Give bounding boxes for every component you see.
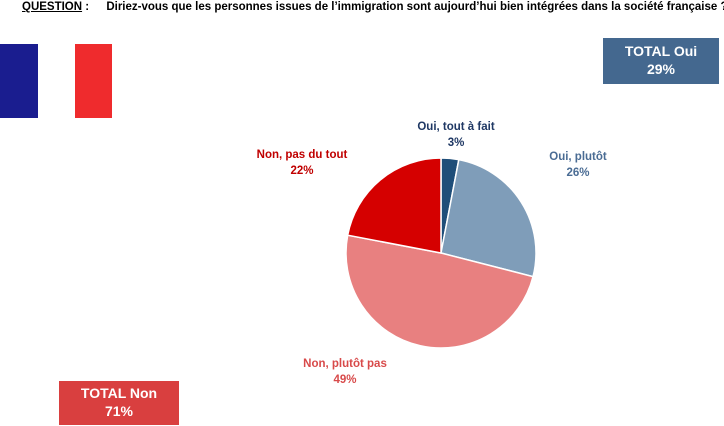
total-non-label: TOTAL Non: [80, 385, 158, 401]
pie-slice-non-pas-du-tout: [346, 157, 442, 254]
question-label: QUESTION: [22, 1, 83, 13]
total-non-box: TOTAL Non 71%: [59, 381, 179, 425]
total-oui-box: TOTAL Oui 29%: [603, 38, 719, 84]
question-separator: :: [85, 1, 90, 13]
slice-label-oui-plutot: Oui, plutôt: [549, 151, 607, 163]
slice-value-oui-plutot: 26%: [566, 167, 589, 179]
flag-red-band: [75, 44, 112, 118]
slice-label-non-plutot-pas: Non, plutôt pas: [303, 358, 387, 370]
question-text: Diriez-vous que les personnes issues de …: [106, 1, 724, 13]
slice-value-non-plutot-pas: 49%: [333, 374, 356, 386]
flag-blue-band: [0, 44, 38, 118]
slice-value-oui-tout-a-fait: 3%: [448, 137, 465, 149]
question-header: QUESTION : Diriez-vous que les personnes…: [22, 1, 724, 13]
slice-label-oui-tout-a-fait: Oui, tout à fait: [417, 121, 494, 133]
total-oui-value: 29%: [646, 61, 676, 77]
pie-slice-oui-plutot: [440, 158, 537, 278]
flag-white-band: [38, 44, 75, 118]
slice-value-non-pas-du-tout: 22%: [290, 165, 313, 177]
pie-slice-non-plutot-pas: [345, 234, 534, 349]
french-flag: [0, 44, 112, 118]
slice-label-non-pas-du-tout: Non, pas du tout: [257, 149, 348, 161]
total-oui-label: TOTAL Oui: [624, 43, 698, 59]
total-non-value: 71%: [104, 403, 134, 419]
